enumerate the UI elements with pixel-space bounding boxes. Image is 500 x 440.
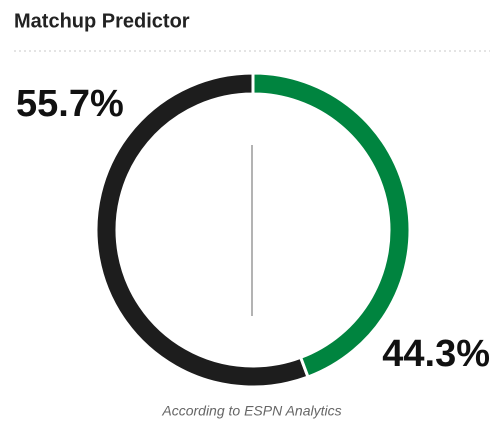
value-label: 44.3% [382,333,490,375]
value-label: 55.7% [16,83,124,125]
chart-title: Matchup Predictor [14,10,190,32]
donut-segment [251,71,412,379]
footnote: According to ESPN Analytics [161,403,341,419]
donut-segment [94,71,310,389]
